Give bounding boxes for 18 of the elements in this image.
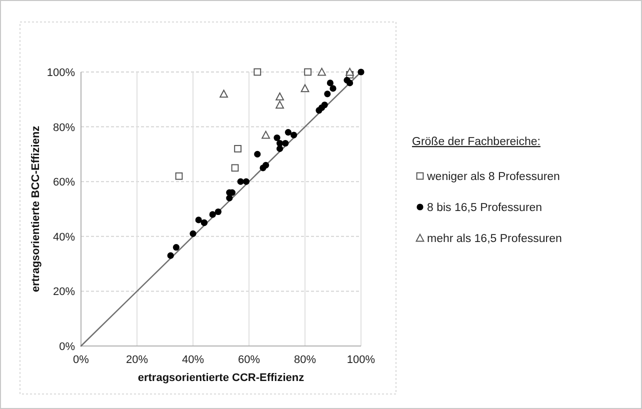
- y-tick-label: 60%: [52, 176, 76, 189]
- x-tick-label: 40%: [182, 354, 204, 366]
- x-tick-label: 20%: [126, 354, 148, 366]
- y-tick-label: 0%: [59, 341, 76, 353]
- x-tick-label: 100%: [346, 354, 376, 366]
- y-axis-title: ertragsorientierte BCC-Effizienz: [30, 125, 42, 292]
- y-tick-label: 80%: [52, 122, 76, 134]
- y-tick-label: 20%: [52, 286, 76, 298]
- legend-label: mehr als 16,5 Professuren: [427, 233, 562, 245]
- x-tick-label: 0%: [73, 354, 90, 366]
- legend-label: 8 bis 16,5 Professuren: [427, 202, 542, 214]
- x-tick-label: 60%: [238, 354, 260, 366]
- x-tick-label: 80%: [294, 354, 316, 366]
- y-tick-label: 40%: [52, 231, 76, 244]
- y-tick-label: 100%: [46, 67, 76, 79]
- legend-label: weniger als 8 Professuren: [426, 171, 560, 183]
- x-axis-title: ertragsorientierte CCR-Effizienz: [138, 372, 305, 384]
- legend-title: Größe der Fachbereiche:: [412, 136, 540, 148]
